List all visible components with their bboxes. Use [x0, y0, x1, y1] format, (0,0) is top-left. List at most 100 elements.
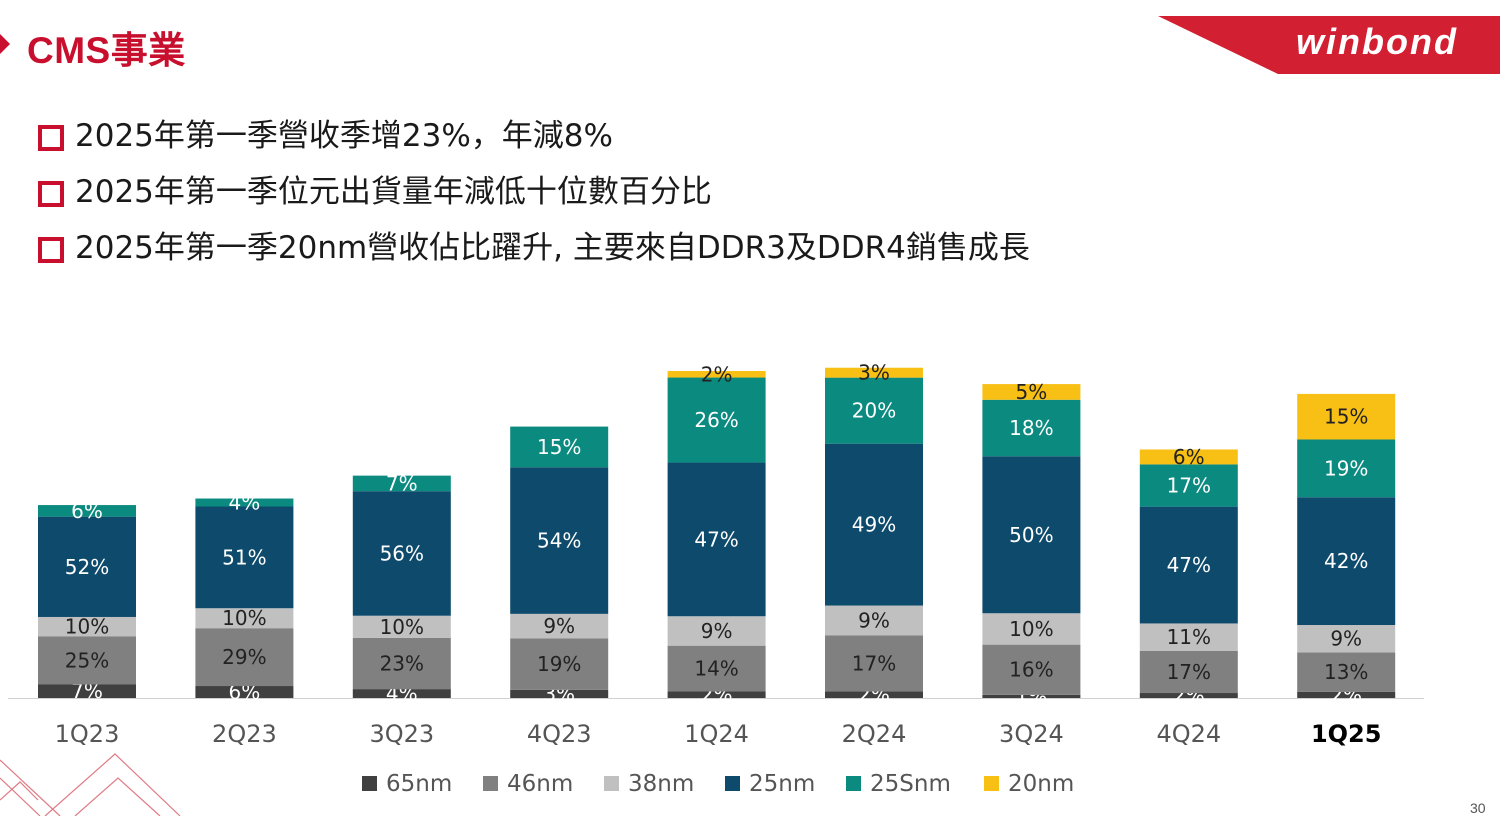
legend-label: 46nm — [507, 771, 573, 797]
bar-segment-25Snm — [982, 399, 1081, 457]
bar-segment-25nm — [1297, 497, 1396, 626]
x-tick-label: 1Q24 — [684, 720, 749, 748]
data-label: 17% — [1167, 660, 1211, 684]
bar-segment-65nm — [510, 689, 609, 698]
data-label: 50% — [1009, 523, 1053, 547]
x-tick-label: 1Q23 — [55, 720, 120, 748]
bar-segment-65nm — [1139, 693, 1238, 698]
bar-segment-46nm — [38, 636, 136, 685]
legend-swatch-46nm — [483, 776, 498, 791]
bar-segment-46nm — [195, 628, 294, 687]
page-number: 30 — [1470, 800, 1486, 816]
data-label: 9% — [701, 619, 733, 643]
data-label: 18% — [1009, 416, 1053, 440]
data-label: 51% — [222, 545, 266, 569]
data-label: 47% — [1167, 553, 1211, 577]
bar-segment-46nm — [982, 644, 1081, 695]
bar-segment-25Snm — [352, 475, 451, 492]
x-tick-label: 3Q24 — [999, 720, 1064, 748]
decorative-lines — [0, 753, 181, 816]
checkbox-bullet-icon — [38, 181, 64, 207]
bar-segment-25Snm — [195, 498, 294, 507]
bar-segment-46nm — [1139, 650, 1238, 694]
data-label: 10% — [1009, 617, 1053, 641]
bar-segment-25nm — [825, 443, 923, 606]
data-label: 56% — [380, 541, 424, 565]
legend-label: 20nm — [1008, 771, 1074, 797]
x-tick-label: 2Q23 — [212, 720, 277, 748]
data-label: 23% — [380, 652, 424, 676]
bar-segment-25Snm — [1139, 464, 1238, 507]
bar-segment-25Snm — [667, 377, 766, 463]
data-label: 16% — [1009, 658, 1053, 682]
bar-segment-38nm — [38, 616, 136, 637]
legend-swatch-25Snm — [846, 776, 861, 791]
title-arrow-icon — [0, 34, 10, 54]
data-label: 6% — [71, 499, 103, 523]
bullet-text: 2025年第一季20nm營收佔比躍升, 主要來自DDR3及DDR4銷售成長 — [75, 230, 1030, 266]
data-label: 3% — [858, 361, 890, 385]
bar-segment-25nm — [510, 467, 609, 614]
bar-segment-20nm — [982, 384, 1081, 400]
bar-segment-20nm — [1139, 449, 1238, 465]
legend-label: 65nm — [386, 771, 452, 797]
bullet-text: 2025年第一季營收季增23%，年減8% — [75, 118, 613, 154]
data-label: 20% — [852, 399, 896, 423]
bar-segment-38nm — [352, 615, 451, 638]
winbond-logo: winbond — [1158, 16, 1500, 74]
logo-banner — [1158, 16, 1500, 74]
bar-segment-65nm — [195, 686, 294, 698]
data-label: 6% — [1173, 445, 1205, 469]
data-label: 9% — [858, 608, 890, 632]
data-label: 19% — [537, 652, 581, 676]
data-label: 10% — [65, 615, 109, 639]
bar-segment-65nm — [1297, 691, 1396, 698]
bar-segment-46nm — [510, 638, 609, 690]
data-label: 17% — [1167, 474, 1211, 498]
legend-label: 25nm — [749, 771, 815, 797]
data-label: 13% — [1324, 660, 1368, 684]
legend-swatch-25nm — [725, 776, 740, 791]
bar-segment-65nm — [825, 691, 923, 698]
data-label: 5% — [1016, 380, 1048, 404]
data-label: 11% — [1167, 625, 1211, 649]
data-label: 9% — [1330, 627, 1362, 651]
x-tick-label: 1Q25 — [1311, 720, 1382, 748]
data-label: 49% — [852, 513, 896, 537]
bar-segment-25Snm — [510, 426, 609, 468]
x-tick-label: 2Q24 — [842, 720, 907, 748]
bar-segment-46nm — [667, 645, 766, 692]
bar-segment-25Snm — [38, 505, 136, 517]
bar-segment-25Snm — [1297, 439, 1396, 498]
bar-segment-65nm — [38, 684, 136, 698]
data-label: 47% — [694, 527, 738, 551]
bar-segment-38nm — [1297, 625, 1396, 653]
bar-segment-38nm — [510, 613, 609, 639]
bar-segment-25nm — [982, 456, 1081, 614]
data-label: 17% — [852, 651, 896, 675]
data-label: 19% — [1324, 456, 1368, 480]
data-label: 42% — [1324, 549, 1368, 573]
bar-segment-65nm — [982, 694, 1081, 698]
data-label: 29% — [222, 645, 266, 669]
bar-segment-38nm — [195, 608, 294, 629]
bar-segment-20nm — [667, 371, 766, 378]
bar-segment-25nm — [352, 491, 451, 616]
bar-segment-38nm — [825, 605, 923, 636]
data-label: 7% — [386, 471, 418, 495]
bar-segment-38nm — [982, 613, 1081, 645]
bar-segment-25nm — [1139, 506, 1238, 624]
x-tick-label: 4Q24 — [1156, 720, 1221, 748]
data-label: 15% — [537, 435, 581, 459]
x-tick-label: 4Q23 — [527, 720, 592, 748]
x-tick-label: 3Q23 — [369, 720, 434, 748]
data-label: 15% — [1324, 405, 1368, 429]
data-label: 25% — [65, 648, 109, 672]
bar-segment-38nm — [1139, 623, 1238, 651]
data-label: 2% — [701, 362, 733, 386]
data-label: 9% — [543, 614, 575, 638]
bar-segment-25nm — [667, 462, 766, 617]
bar-segment-46nm — [825, 635, 923, 692]
logo-text: winbond — [1296, 21, 1458, 62]
